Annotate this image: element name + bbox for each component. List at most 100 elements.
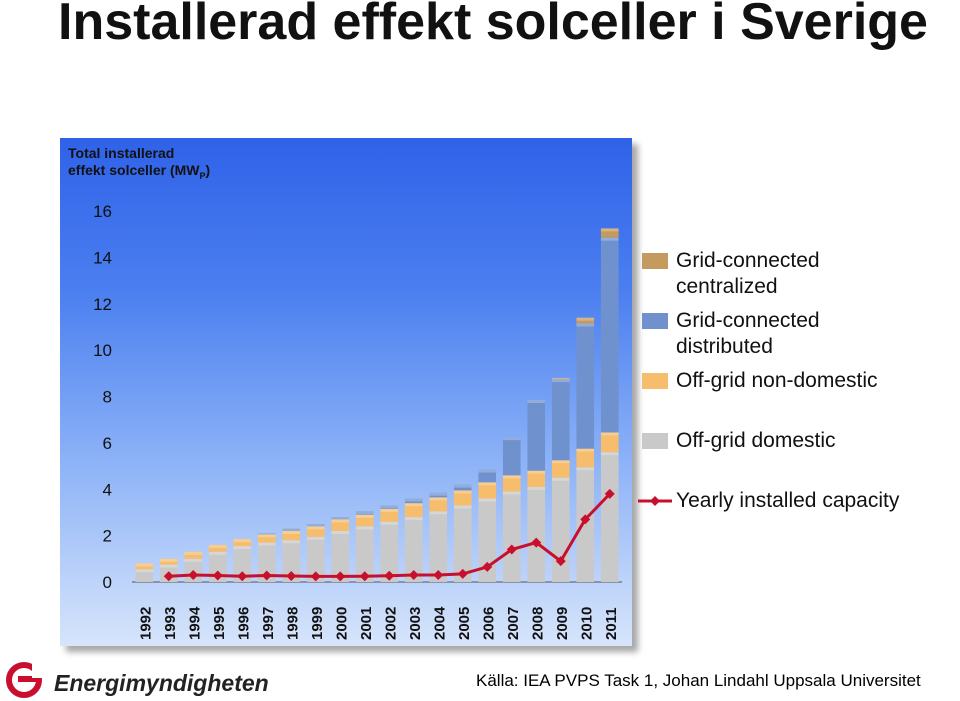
x-tick-label: 2003 — [407, 607, 424, 640]
x-tick-label: 2007 — [505, 607, 522, 640]
bar-highlight-offgrid_nondomestic — [600, 432, 619, 436]
y-tick-label: 8 — [103, 388, 112, 407]
bar-highlight-offgrid_domestic — [233, 546, 252, 550]
x-tick-label: 1999 — [309, 607, 326, 640]
yearly-capacity-point — [286, 570, 297, 581]
bar-highlight-offgrid_nondomestic — [453, 490, 472, 494]
yearly-capacity-point — [188, 570, 199, 581]
bar-segment-offgrid_nondomestic — [551, 460, 570, 478]
bar-segment-offgrid_nondomestic — [380, 508, 399, 522]
bar-highlight-offgrid_domestic — [135, 569, 154, 573]
bar-highlight-grid_distributed — [380, 505, 399, 509]
bar-highlight-grid_distributed — [551, 379, 570, 383]
bar-highlight-offgrid_domestic — [527, 486, 546, 490]
bar-highlight-offgrid_domestic — [429, 511, 448, 515]
legend-label-line: Grid-connected — [676, 309, 820, 332]
bar-segment-grid_distributed — [478, 469, 497, 483]
bar-segment-grid_distributed — [576, 323, 595, 449]
bar-highlight-grid_distributed — [502, 437, 521, 441]
x-tick-label: 2011 — [603, 607, 620, 640]
bar-segment-grid_distributed — [257, 533, 276, 535]
bar-highlight-offgrid_nondomestic — [551, 460, 570, 464]
bar-segment-grid_distributed — [355, 511, 374, 515]
bar-highlight-offgrid_domestic — [355, 526, 374, 530]
bar-segment-grid_distributed — [551, 379, 570, 461]
y-tick-label: 14 — [93, 248, 112, 267]
bar-highlight-offgrid_domestic — [257, 542, 276, 546]
yearly-capacity-point — [457, 568, 468, 579]
y-axis-label-sub: P — [199, 170, 206, 181]
bar-segment-grid_centralized — [600, 228, 619, 238]
bar-segment-offgrid_nondomestic — [453, 490, 472, 506]
bar-highlight-grid_distributed — [600, 237, 619, 241]
bar-segment-offgrid_domestic — [306, 536, 325, 582]
y-tick-label: 12 — [93, 295, 112, 314]
y-tick-label: 10 — [93, 341, 112, 360]
bar-highlight-offgrid_nondomestic — [282, 530, 301, 534]
x-tick-label: 2002 — [382, 607, 399, 640]
bar-highlight-grid_distributed — [453, 484, 472, 488]
bar-highlight-offgrid_nondomestic — [404, 503, 423, 507]
legend-label-line: Off-grid non-domestic — [676, 369, 878, 392]
bar-segment-offgrid_domestic — [331, 530, 350, 582]
yearly-capacity-point — [163, 571, 174, 582]
y-axis-label-line1: Total installerad — [68, 145, 175, 161]
bar-segment-offgrid_nondomestic — [208, 544, 227, 552]
bar-highlight-grid_distributed — [527, 399, 546, 403]
bar-highlight-offgrid_nondomestic — [380, 508, 399, 512]
legend-label-line: Off-grid domestic — [676, 429, 836, 452]
bar-highlight-offgrid_nondomestic — [331, 519, 350, 523]
legend-label-line: distributed — [676, 335, 773, 358]
bar-highlight-offgrid_nondomestic — [233, 539, 252, 543]
bar-highlight-offgrid_domestic — [478, 498, 497, 502]
legend-swatch-line — [638, 496, 672, 506]
bar-highlight-offgrid_nondomestic — [429, 497, 448, 501]
bar-highlight-grid_distributed — [257, 533, 276, 535]
bar-segment-offgrid_nondomestic — [576, 448, 595, 468]
y-tick-label: 16 — [93, 202, 112, 221]
yearly-capacity-point — [310, 571, 321, 582]
bar-segment-grid_distributed — [282, 528, 301, 531]
bar-highlight-offgrid_nondomestic — [184, 551, 203, 555]
legend-label: Off-grid non-domestic — [676, 368, 946, 394]
bar-segment-offgrid_domestic — [429, 511, 448, 582]
legend-label-line: centralized — [676, 275, 778, 298]
bar-segment-grid_distributed — [527, 399, 546, 471]
bar-segment-offgrid_nondomestic — [257, 534, 276, 543]
bar-segment-offgrid_domestic — [282, 540, 301, 582]
bar-segment-offgrid_domestic — [233, 546, 252, 582]
bar-highlight-offgrid_domestic — [282, 540, 301, 544]
bar-segment-grid_distributed — [600, 237, 619, 433]
x-tick-label: 1993 — [162, 607, 179, 640]
yearly-capacity-point — [335, 571, 346, 582]
bar-highlight-offgrid_domestic — [159, 564, 178, 568]
bar-highlight-offgrid_nondomestic — [135, 563, 154, 567]
bar-highlight-offgrid_domestic — [551, 477, 570, 481]
bar-highlight-offgrid_nondomestic — [257, 534, 276, 538]
bar-segment-offgrid_domestic — [551, 477, 570, 582]
energimyndigheten-logo-icon — [6, 662, 46, 698]
legend-swatch-offgrid_nondomestic — [642, 373, 668, 389]
bar-segment-offgrid_nondomestic — [184, 551, 203, 559]
x-tick-label: 2005 — [456, 607, 473, 640]
x-tick-label: 2004 — [431, 606, 448, 640]
bar-highlight-offgrid_nondomestic — [527, 470, 546, 474]
bar-highlight-grid_centralized — [600, 228, 619, 232]
yearly-capacity-point — [408, 570, 419, 581]
bar-highlight-offgrid_domestic — [331, 530, 350, 534]
bar-highlight-offgrid_nondomestic — [478, 482, 497, 486]
bar-segment-offgrid_nondomestic — [478, 482, 497, 499]
x-tick-label: 2008 — [529, 607, 546, 640]
bar-segment-offgrid_nondomestic — [527, 470, 546, 487]
bar-highlight-grid_distributed — [306, 524, 325, 527]
bar-segment-offgrid_domestic — [502, 491, 521, 582]
bar-segment-grid_distributed — [429, 492, 448, 498]
y-tick-label: 2 — [103, 527, 112, 546]
x-tick-label: 2006 — [480, 607, 497, 640]
legend-label: Yearly installed capacity — [676, 488, 946, 514]
x-tick-label: 1998 — [284, 607, 301, 640]
bar-segment-offgrid_nondomestic — [159, 558, 178, 565]
x-tick-label: 2000 — [333, 607, 350, 640]
legend-label: Grid-connected distributed — [676, 308, 946, 360]
